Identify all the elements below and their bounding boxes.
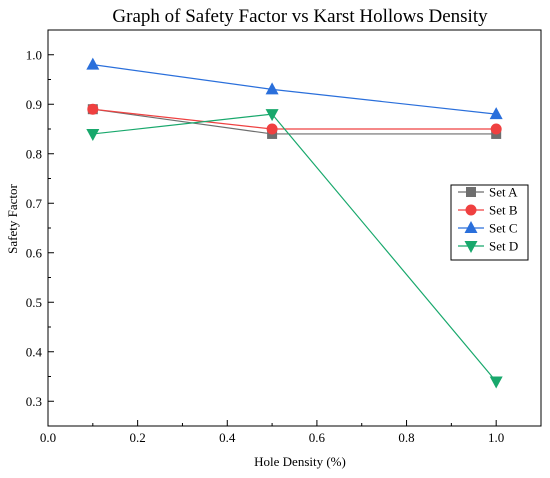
x-tick-label: 0.0 — [40, 430, 56, 445]
data-point-set-c — [489, 107, 503, 120]
series-line-set-a — [92, 108, 497, 135]
chart-title: Graph of Safety Factor vs Karst Hollows … — [112, 6, 488, 27]
series-line-set-d — [92, 113, 497, 382]
y-tick-label: 0.4 — [26, 344, 43, 359]
y-tick-label: 0.9 — [26, 97, 42, 112]
data-point-set-d — [265, 109, 279, 122]
legend-marker — [466, 187, 476, 197]
legend-box — [450, 184, 529, 261]
x-tick-label: 0.6 — [309, 430, 326, 445]
legend-item-set-b: Set B — [458, 203, 518, 218]
legend-label: Set B — [489, 203, 518, 218]
y-tick-label: 0.8 — [26, 146, 42, 161]
legend-marker — [464, 241, 478, 253]
series-layer — [86, 57, 503, 389]
y-tick-label: 0.5 — [26, 295, 42, 310]
axis-ticks: 0.0 0.2 0.4 0.6 0.8 1.0 0.3 0.4 0.5 0.6 0.7 0.8 0.9 1… — [26, 47, 505, 445]
legend-label: Set A — [489, 185, 518, 200]
series-line-set-b — [92, 108, 497, 130]
legend-label: Set D — [489, 239, 518, 254]
y-tick-label: 0.7 — [26, 196, 43, 211]
series-set-c — [86, 57, 503, 120]
data-point-set-d — [489, 376, 503, 389]
y-tick-label: 0.6 — [26, 245, 43, 260]
data-point-set-b — [490, 123, 502, 135]
data-point-set-c — [86, 57, 100, 70]
data-point-set-b — [87, 103, 99, 115]
x-tick-label: 0.8 — [398, 430, 414, 445]
series-set-b — [87, 103, 502, 135]
legend-item-set-c: Set C — [458, 221, 518, 236]
series-set-a — [87, 104, 502, 139]
y-tick-label: 1.0 — [26, 47, 42, 62]
legend: Set A Set B Set C Set D — [450, 184, 529, 261]
x-tick-label: 0.4 — [219, 430, 236, 445]
x-tick-label: 0.2 — [130, 430, 146, 445]
series-line-set-c — [92, 64, 497, 115]
y-tick-label: 0.3 — [26, 394, 42, 409]
legend-marker — [465, 204, 477, 216]
data-point-set-b — [266, 123, 278, 135]
legend-item-set-d: Set D — [458, 239, 518, 254]
legend-label: Set C — [489, 221, 518, 236]
series-set-d — [86, 109, 503, 389]
legend-item-set-a: Set A — [458, 185, 518, 200]
data-point-set-d — [86, 128, 100, 141]
data-point-set-c — [265, 82, 279, 95]
legend-marker — [464, 221, 478, 233]
y-axis-label: Safety Factor — [5, 183, 20, 253]
x-axis-label: Hole Density (%) — [254, 454, 346, 469]
x-tick-label: 1.0 — [488, 430, 504, 445]
